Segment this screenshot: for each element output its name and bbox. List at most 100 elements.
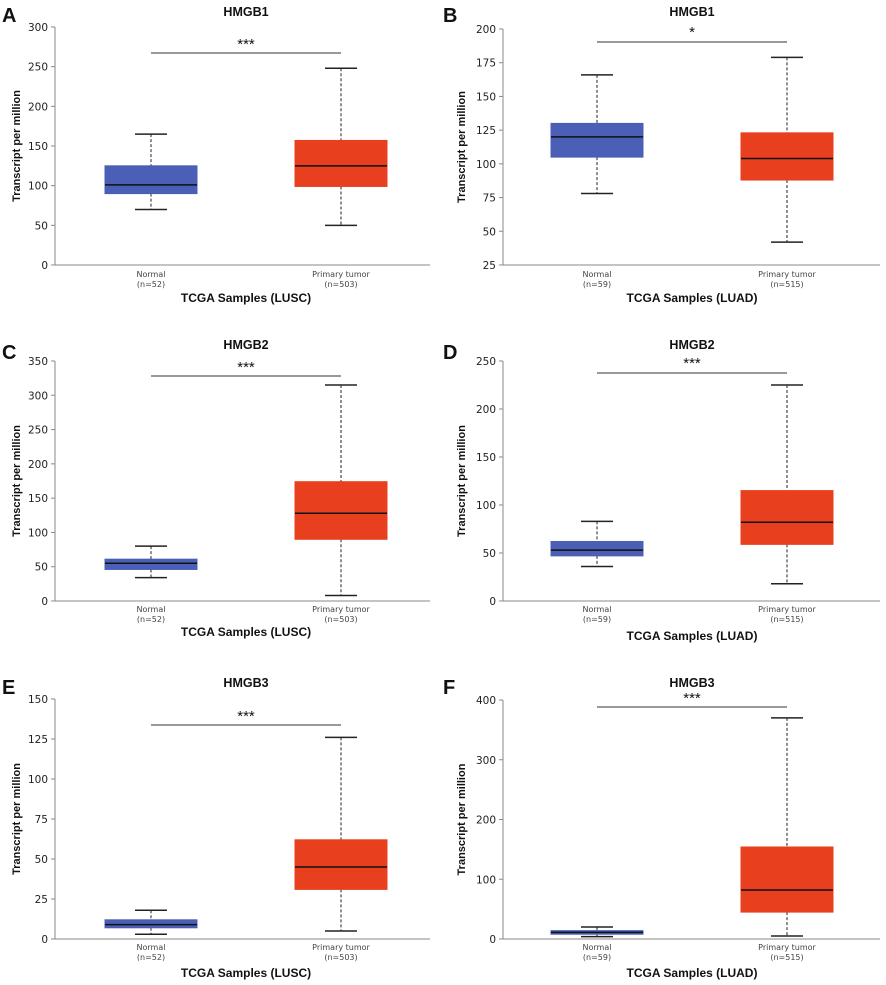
y-axis-label: Transcript per million xyxy=(11,90,23,202)
box-primary-tumor: Primary tumor(n=503) xyxy=(294,736,388,962)
box-primary-tumor: Primary tumor(n=503) xyxy=(294,67,388,289)
box-primary-tumor: Primary tumor(n=503) xyxy=(294,384,388,624)
iqr-box xyxy=(740,132,834,181)
panel-c: C HMGB2 0 50 100 150 200 250 300 350 Transcript pe… xyxy=(2,338,430,639)
box-normal: Normal(n=59) xyxy=(550,74,644,289)
category-n-label: (n=59) xyxy=(583,280,611,289)
box-normal: Normal(n=59) xyxy=(550,926,644,962)
category-label: Primary tumor xyxy=(312,270,370,279)
y-tick-label: 0 xyxy=(489,934,496,946)
category-label: Normal xyxy=(583,943,612,952)
y-tick-label: 50 xyxy=(483,226,496,238)
category-n-label: (n=503) xyxy=(324,953,357,962)
y-tick-label: 250 xyxy=(28,62,48,74)
category-n-label: (n=59) xyxy=(583,615,611,624)
y-tick-label: 150 xyxy=(476,91,496,103)
chart-title: HMGB3 xyxy=(223,676,268,690)
panel-e: E HMGB3 0 25 50 75 100 125 150 Transcript per mil… xyxy=(2,676,430,980)
y-tick-label: 25 xyxy=(35,894,48,906)
category-label: Normal xyxy=(583,270,612,279)
y-tick-label: 200 xyxy=(476,24,496,36)
y-tick-label: 50 xyxy=(35,562,48,574)
category-n-label: (n=52) xyxy=(137,953,165,962)
y-tick-label: 75 xyxy=(483,193,496,205)
panel-letter: A xyxy=(2,5,16,27)
box-normal: Normal(n=52) xyxy=(104,909,198,962)
y-tick-label: 400 xyxy=(476,695,496,707)
y-tick-label: 100 xyxy=(476,500,496,512)
y-tick-label: 200 xyxy=(28,459,48,471)
y-tick-label: 25 xyxy=(483,260,496,272)
category-n-label: (n=503) xyxy=(324,615,357,624)
iqr-box xyxy=(740,490,834,545)
y-tick-label: 100 xyxy=(476,159,496,171)
panel-letter: F xyxy=(443,677,455,699)
y-tick-label: 0 xyxy=(41,934,48,946)
category-n-label: (n=515) xyxy=(770,280,803,289)
y-tick-label: 150 xyxy=(476,452,496,464)
panel-letter: C xyxy=(2,342,16,364)
y-axis-label: Transcript per million xyxy=(456,425,468,537)
y-tick-label: 200 xyxy=(28,101,48,113)
chart-title: HMGB2 xyxy=(669,338,714,352)
panel-d: D HMGB2 0 50 100 150 200 250 Transcript per mill… xyxy=(443,338,880,643)
category-label: Normal xyxy=(137,270,166,279)
panel-a: A HMGB1 0 50 100 150 200 250 300 Transcript per m… xyxy=(2,5,430,305)
chart-title: HMGB3 xyxy=(669,676,714,690)
y-tick-label: 125 xyxy=(476,125,496,137)
y-tick-label: 150 xyxy=(28,493,48,505)
y-tick-label: 300 xyxy=(28,22,48,34)
significance-label: *** xyxy=(237,36,255,53)
category-label: Normal xyxy=(137,943,166,952)
y-tick-label: 75 xyxy=(35,814,48,826)
box-primary-tumor: Primary tumor(n=515) xyxy=(740,384,834,624)
iqr-box xyxy=(550,540,644,557)
y-axis-label: Transcript per million xyxy=(456,763,468,875)
category-label: Normal xyxy=(137,605,166,614)
y-tick-label: 0 xyxy=(41,596,48,608)
category-label: Primary tumor xyxy=(312,943,370,952)
chart-title: HMGB2 xyxy=(223,338,268,352)
iqr-box xyxy=(294,481,388,540)
category-n-label: (n=59) xyxy=(583,953,611,962)
panel-b: B HMGB1 25 50 75 100 125 150 175 200 Transcript pe… xyxy=(443,5,880,305)
category-label: Primary tumor xyxy=(758,270,816,279)
y-axis-label: Transcript per million xyxy=(11,425,23,537)
category-n-label: (n=52) xyxy=(137,615,165,624)
significance-label: *** xyxy=(237,359,255,376)
box-normal: Normal(n=59) xyxy=(550,520,644,624)
y-tick-label: 125 xyxy=(28,734,48,746)
x-axis-label: TCGA Samples (LUAD) xyxy=(627,966,758,980)
category-label: Primary tumor xyxy=(312,605,370,614)
x-axis-label: TCGA Samples (LUSC) xyxy=(181,625,311,639)
iqr-box xyxy=(104,919,198,929)
panel-f: F HMGB3 0 100 200 300 400 Transcript per millio… xyxy=(443,676,880,980)
panel-letter: D xyxy=(443,342,457,364)
y-tick-label: 200 xyxy=(476,404,496,416)
panel-letter: B xyxy=(443,5,457,27)
category-label: Normal xyxy=(583,605,612,614)
iqr-box xyxy=(104,165,198,195)
iqr-box xyxy=(294,839,388,890)
iqr-box xyxy=(550,122,644,158)
category-label: Primary tumor xyxy=(758,605,816,614)
iqr-box xyxy=(104,558,198,570)
x-axis-label: TCGA Samples (LUSC) xyxy=(181,966,311,980)
box-normal: Normal(n=52) xyxy=(104,133,198,289)
y-axis-label: Transcript per million xyxy=(456,91,468,203)
category-label: Primary tumor xyxy=(758,943,816,952)
y-tick-label: 150 xyxy=(28,694,48,706)
y-tick-label: 175 xyxy=(476,58,496,70)
y-tick-label: 300 xyxy=(28,390,48,402)
category-n-label: (n=515) xyxy=(770,615,803,624)
y-tick-label: 50 xyxy=(483,548,496,560)
significance-label: * xyxy=(689,24,695,41)
y-tick-label: 350 xyxy=(28,356,48,368)
significance-label: *** xyxy=(683,355,701,372)
box-primary-tumor: Primary tumor(n=515) xyxy=(740,56,834,289)
x-axis-label: TCGA Samples (LUSC) xyxy=(181,291,311,305)
chart-title: HMGB1 xyxy=(223,5,268,19)
y-tick-label: 50 xyxy=(35,220,48,232)
y-tick-label: 50 xyxy=(35,854,48,866)
x-axis-label: TCGA Samples (LUAD) xyxy=(627,291,758,305)
